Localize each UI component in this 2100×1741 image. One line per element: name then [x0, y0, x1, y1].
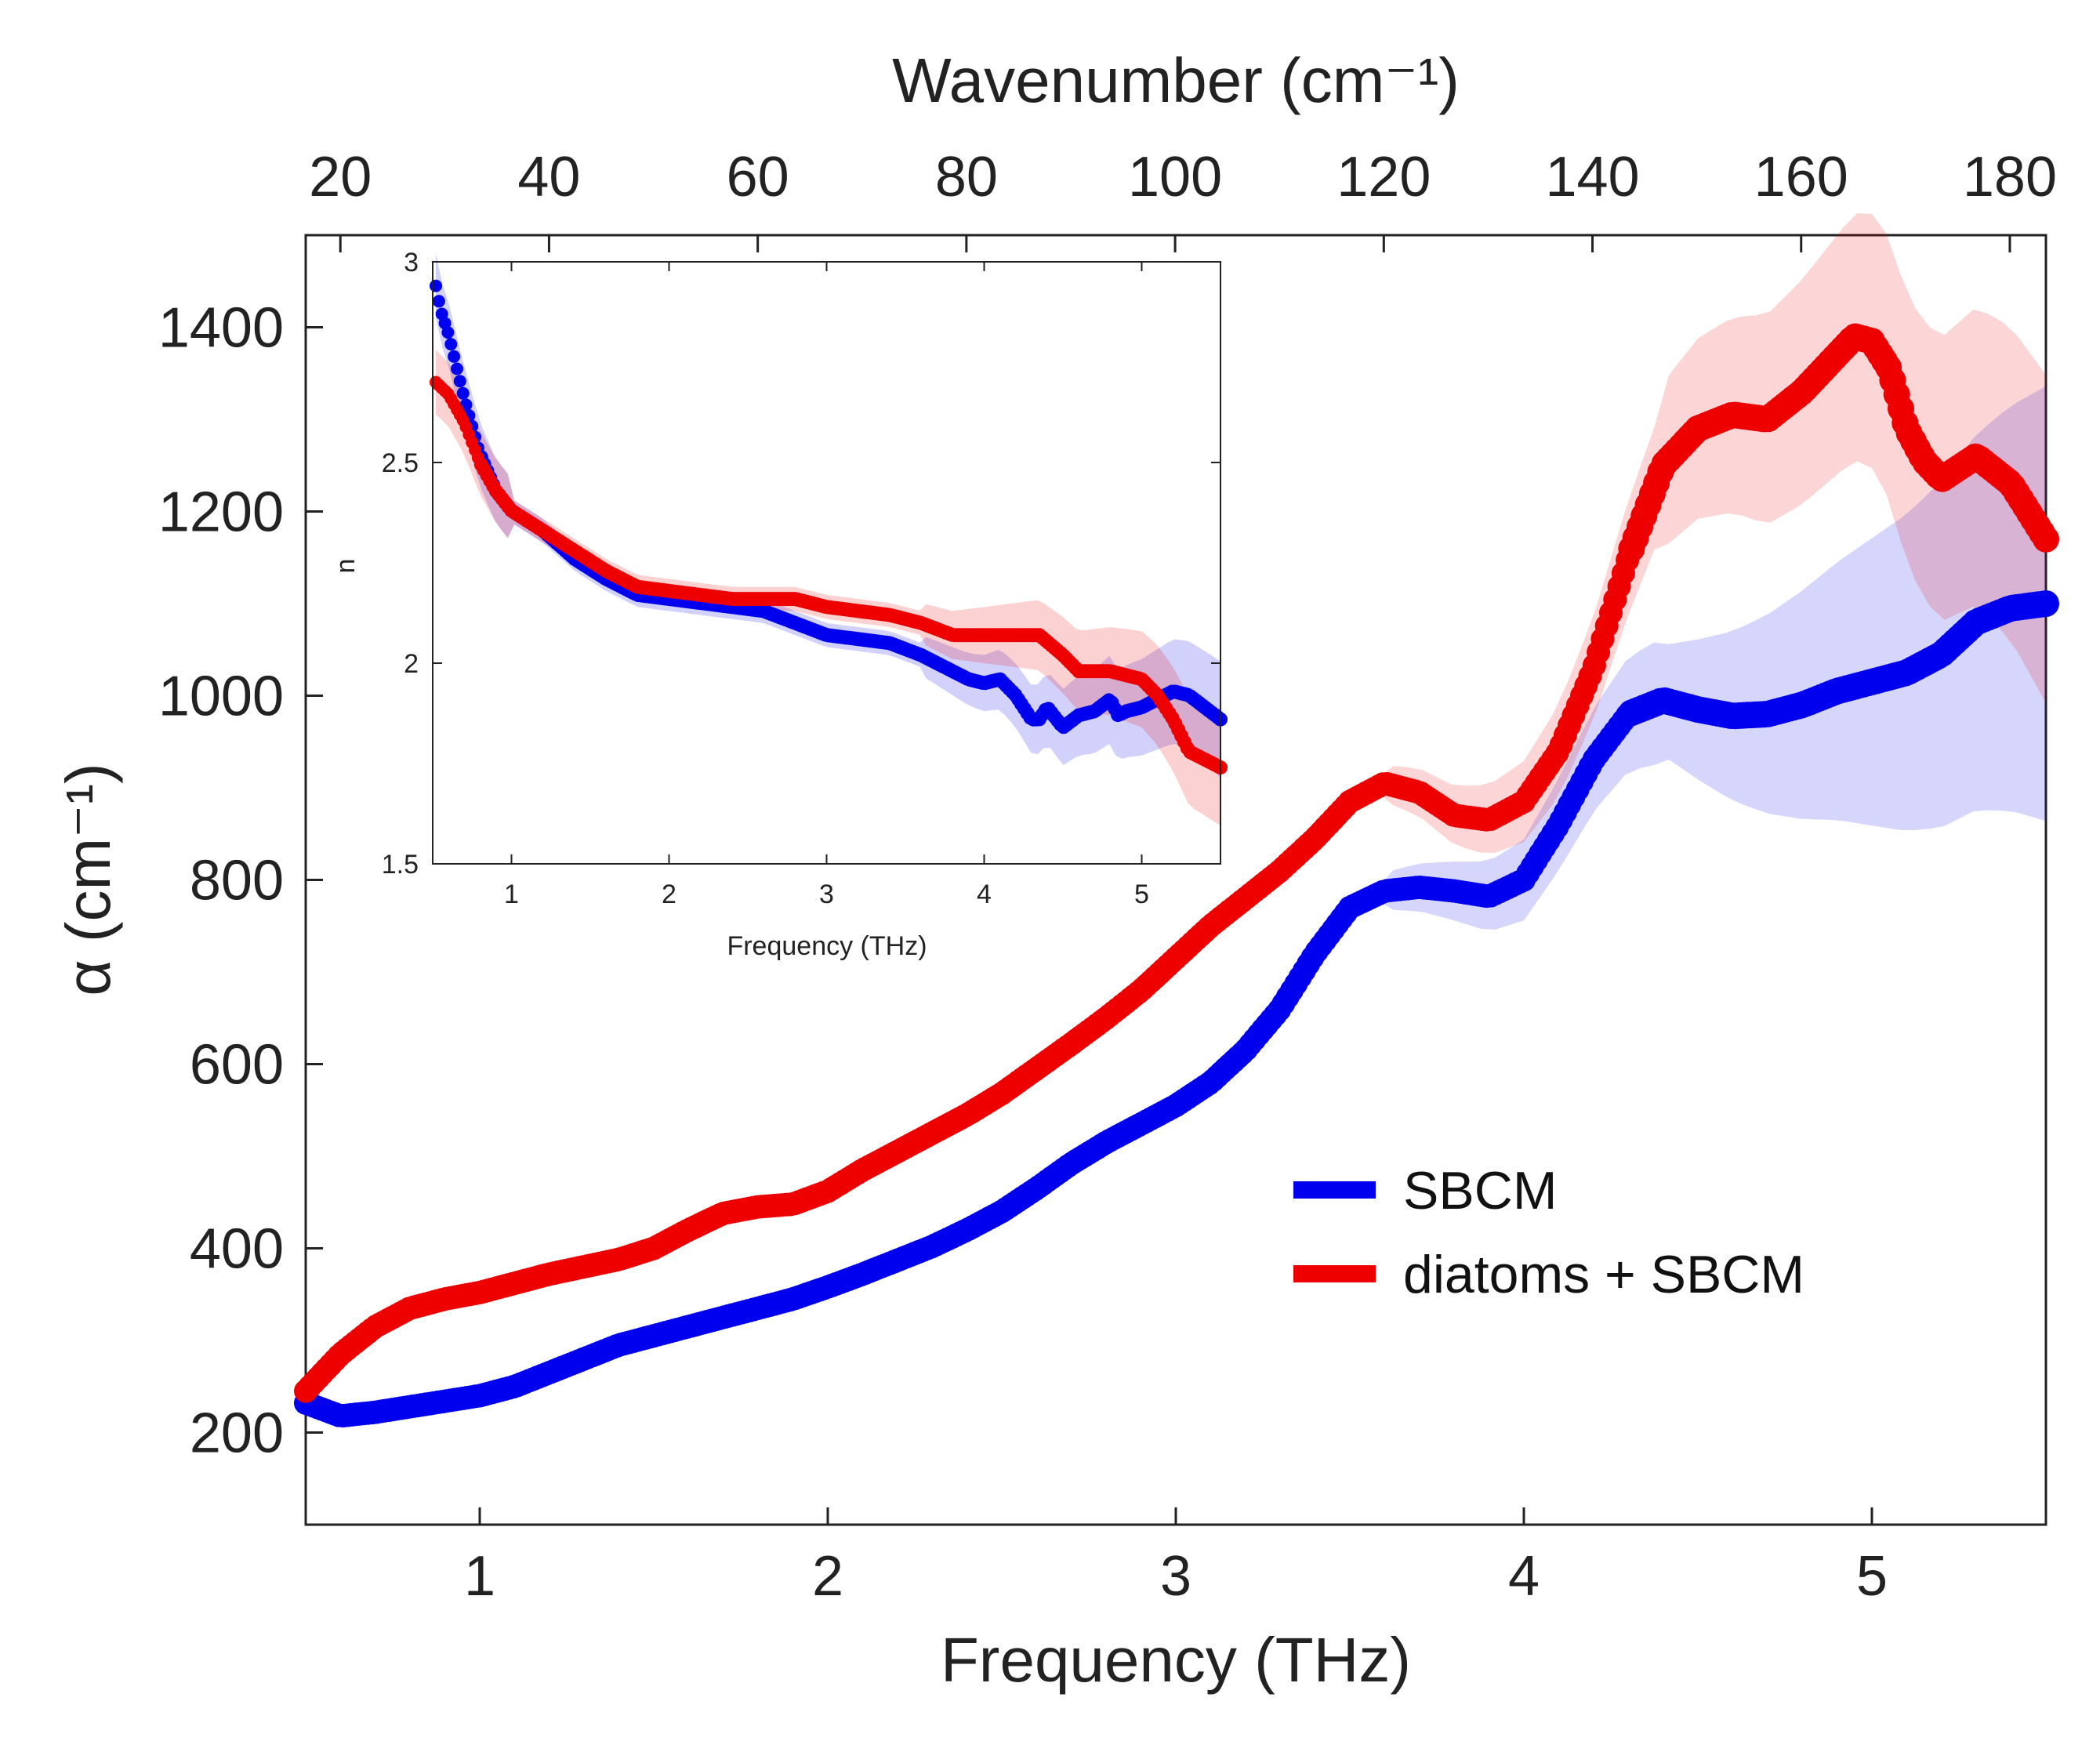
top-axis-title: Wavenumber (cm⁻¹): [892, 45, 1460, 115]
y-tick-label: 600: [190, 1034, 284, 1097]
sbcm-point: [451, 362, 463, 375]
inset-error-bands: [436, 253, 1220, 826]
top-tick-label: 160: [1754, 146, 1848, 209]
main-data-points: [294, 323, 2059, 1427]
y-tick-label: 2: [404, 649, 419, 679]
y-tick-label: 1400: [158, 297, 284, 360]
y-tick-label: 2.5: [382, 448, 419, 478]
x-tick-label: 4: [1508, 1545, 1540, 1608]
y-tick-label: 1200: [158, 481, 284, 544]
top-tick-label: 20: [309, 146, 372, 209]
sbcm-point: [441, 326, 455, 339]
y-tick-label: 800: [190, 850, 284, 912]
y-tick-label: 1.5: [382, 850, 419, 880]
top-tick-label: 140: [1545, 146, 1639, 209]
y-axis-title: α (cm⁻¹): [53, 763, 123, 996]
x-tick-label: 5: [1134, 880, 1149, 909]
x-axis-title: Frequency (THz): [941, 1625, 1411, 1695]
top-tick-label: 80: [935, 146, 998, 209]
x-tick-label: 5: [1856, 1545, 1888, 1608]
sbcm-point: [453, 375, 466, 388]
x-tick-label: 4: [977, 880, 992, 909]
legend: SBCM diatoms + SBCM: [1293, 1161, 1804, 1304]
inset-x-axis-title: Frequency (THz): [727, 931, 927, 961]
top-tick-label: 40: [517, 146, 580, 209]
y-tick-label: 3: [404, 248, 419, 277]
sbcm-point: [432, 295, 445, 308]
legend-label-diatoms: diatoms + SBCM: [1403, 1245, 1804, 1304]
x-tick-label: 2: [812, 1545, 843, 1608]
x-tick-label: 3: [1160, 1545, 1191, 1608]
sbcm-point: [448, 350, 461, 363]
y-tick-label: 200: [190, 1402, 284, 1465]
diatoms-sbcm-point: [2033, 525, 2059, 553]
sbcm-point: [2033, 590, 2059, 617]
sbcm-point: [456, 386, 470, 400]
legend-label-sbcm: SBCM: [1403, 1161, 1557, 1221]
sbcm-point: [430, 279, 442, 292]
x-tick-label: 3: [819, 880, 834, 909]
inset-axis-ticks: 1 2 3 4 5 1.5 2 2.5 3: [382, 248, 1220, 909]
main-axis-ticks: 1 2 3 4 5 200 400 600 800 1000 1200 1400 20 40 60 80 100…: [158, 146, 2057, 1608]
sbcm-uncertainty-band: [436, 253, 1220, 778]
inset-background: [433, 262, 1220, 864]
top-tick-label: 180: [1963, 146, 2057, 209]
y-tick-label: 400: [190, 1218, 284, 1281]
sbcm-point: [444, 338, 458, 351]
top-tick-label: 120: [1337, 146, 1431, 209]
top-tick-label: 60: [727, 146, 789, 209]
inset-y-axis-title: n: [331, 559, 361, 574]
x-tick-label: 2: [662, 880, 676, 909]
y-tick-label: 1000: [158, 666, 284, 728]
x-tick-label: 1: [504, 880, 519, 909]
inset-data-points: [430, 279, 1228, 775]
x-tick-label: 1: [464, 1545, 495, 1608]
top-tick-label: 100: [1128, 146, 1222, 209]
